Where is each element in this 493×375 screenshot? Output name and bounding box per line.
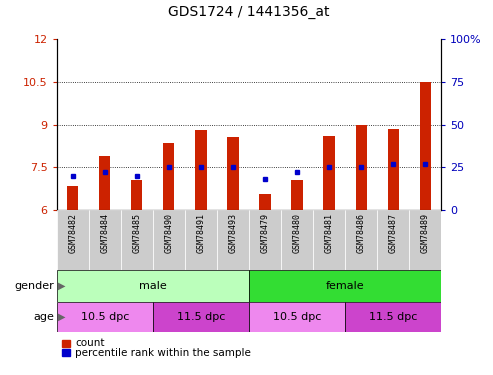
Text: GSM78491: GSM78491 [196, 213, 206, 253]
Bar [121, 210, 153, 270]
Text: GSM78487: GSM78487 [388, 213, 398, 253]
Text: 11.5 dpc: 11.5 dpc [176, 312, 225, 322]
Bar [185, 210, 217, 270]
Text: GSM78480: GSM78480 [292, 213, 302, 253]
Bar [387, 129, 399, 210]
Text: GSM78485: GSM78485 [132, 213, 141, 253]
Bar [249, 270, 441, 302]
Text: male: male [139, 281, 167, 291]
Text: female: female [326, 281, 364, 291]
Bar [313, 210, 345, 270]
Text: GSM78484: GSM78484 [100, 213, 109, 253]
Bar [323, 136, 335, 210]
Text: GSM78489: GSM78489 [421, 213, 430, 253]
Bar [131, 180, 142, 210]
Bar [153, 302, 249, 332]
Bar [57, 270, 249, 302]
Text: GSM78490: GSM78490 [164, 213, 174, 253]
Bar [57, 302, 153, 332]
Bar [57, 210, 89, 270]
Bar [217, 210, 249, 270]
Bar [409, 210, 441, 270]
Bar [345, 302, 441, 332]
Text: 11.5 dpc: 11.5 dpc [369, 312, 418, 322]
Bar [227, 138, 239, 210]
Bar [345, 210, 377, 270]
Bar [377, 210, 409, 270]
Bar [355, 124, 367, 210]
Bar [153, 210, 185, 270]
Text: percentile rank within the sample: percentile rank within the sample [75, 348, 251, 357]
Text: GSM78482: GSM78482 [68, 213, 77, 253]
Bar [163, 143, 175, 210]
Text: count: count [75, 338, 105, 348]
Text: GSM78486: GSM78486 [356, 213, 366, 253]
Text: GSM78493: GSM78493 [228, 213, 238, 253]
Bar [420, 82, 431, 210]
Text: 10.5 dpc: 10.5 dpc [273, 312, 321, 322]
Bar [291, 180, 303, 210]
Text: 10.5 dpc: 10.5 dpc [80, 312, 129, 322]
Bar [67, 186, 78, 210]
Text: ▶: ▶ [58, 312, 66, 322]
Text: age: age [34, 312, 54, 322]
Text: GDS1724 / 1441356_at: GDS1724 / 1441356_at [168, 5, 330, 19]
Bar [281, 210, 313, 270]
Text: gender: gender [14, 281, 54, 291]
Bar [89, 210, 121, 270]
Bar [249, 210, 281, 270]
Bar [259, 194, 271, 210]
Text: ▶: ▶ [58, 281, 66, 291]
Bar [195, 130, 207, 210]
Bar [249, 302, 345, 332]
Bar [99, 156, 110, 210]
Text: GSM78481: GSM78481 [324, 213, 334, 253]
Text: GSM78479: GSM78479 [260, 213, 270, 253]
